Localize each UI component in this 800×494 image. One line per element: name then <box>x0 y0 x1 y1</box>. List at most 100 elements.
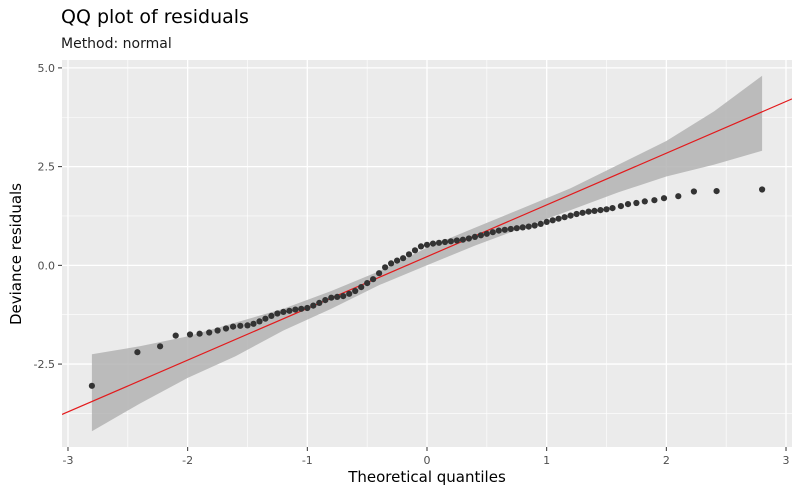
residual-point <box>250 320 257 327</box>
residual-point <box>388 260 395 267</box>
residual-point <box>429 240 437 247</box>
residual-point <box>591 207 598 214</box>
residual-point <box>340 293 347 300</box>
residual-point <box>411 247 419 254</box>
residual-point <box>609 205 616 212</box>
residual-points <box>88 186 766 389</box>
residual-point <box>322 297 329 304</box>
y-axis-ticks: -2.5 0.0 2.5 5.0 <box>34 62 62 371</box>
residual-point <box>370 276 377 283</box>
residual-point <box>244 322 251 329</box>
y-tick-label: 0.0 <box>38 259 56 272</box>
residual-point <box>364 280 371 287</box>
residual-point <box>328 294 335 301</box>
residual-point <box>471 233 478 240</box>
x-axis-ticks: -3 -2 -1 0 1 2 3 <box>62 447 790 467</box>
residual-point <box>579 209 586 216</box>
chart-subtitle: Method: normal <box>61 36 172 52</box>
residual-point <box>352 287 359 295</box>
x-tick-label: -2 <box>182 454 193 467</box>
residual-point <box>310 302 317 309</box>
confidence-band-layer <box>91 75 763 432</box>
residual-point <box>274 310 281 317</box>
residual-point <box>759 186 766 193</box>
residual-point <box>585 208 592 215</box>
residual-point <box>690 188 698 195</box>
residual-point <box>549 217 556 224</box>
residual-point <box>157 343 164 350</box>
residual-point <box>447 238 454 245</box>
residual-point <box>394 257 401 264</box>
x-tick-label: -1 <box>302 454 313 467</box>
residual-point <box>334 293 341 300</box>
residual-point <box>358 284 365 291</box>
residual-point <box>88 382 95 389</box>
residual-point <box>346 290 353 297</box>
residual-point <box>660 195 668 202</box>
residual-point <box>465 235 472 242</box>
residual-point <box>186 331 194 338</box>
residual-point <box>573 210 580 218</box>
residual-point <box>561 214 568 221</box>
residual-point <box>222 325 230 332</box>
residual-point <box>400 255 407 262</box>
residual-point <box>567 212 574 219</box>
residual-point <box>507 225 514 233</box>
residual-point <box>641 198 648 205</box>
residual-point <box>230 323 237 330</box>
residual-point <box>513 225 520 232</box>
y-tick-label: -2.5 <box>34 358 55 371</box>
reference-line <box>62 98 792 415</box>
x-tick-label: 3 <box>783 454 790 467</box>
residual-point <box>256 318 263 325</box>
residual-point <box>262 315 269 322</box>
residual-point <box>525 223 532 230</box>
residual-point <box>316 299 323 306</box>
residual-point <box>435 239 443 246</box>
x-tick-label: -3 <box>62 454 73 467</box>
residual-point <box>477 232 484 239</box>
residual-point <box>286 307 293 314</box>
residual-point <box>633 199 640 207</box>
residual-point <box>134 349 141 356</box>
residual-point <box>382 264 389 271</box>
residual-point <box>417 243 425 250</box>
residual-point <box>441 238 449 246</box>
residual-point <box>453 237 460 244</box>
y-tick-label: 2.5 <box>38 161 56 174</box>
chart-title: QQ plot of residuals <box>61 6 249 28</box>
confidence-band <box>91 75 763 432</box>
residual-point <box>459 236 466 243</box>
residual-point <box>214 327 221 334</box>
residual-point <box>376 270 383 277</box>
residual-point <box>501 226 508 233</box>
residual-point <box>196 330 203 337</box>
residual-point <box>537 220 544 227</box>
residual-point <box>495 227 502 234</box>
residual-point <box>423 241 431 248</box>
residual-point <box>304 304 311 312</box>
x-axis-title: Theoretical quantiles <box>347 468 506 486</box>
residual-point <box>624 201 632 208</box>
residual-point <box>280 308 287 315</box>
y-tick-label: 5.0 <box>38 62 56 75</box>
residual-point <box>206 329 213 336</box>
residual-point <box>651 197 658 204</box>
residual-point <box>172 332 179 339</box>
residual-point <box>292 306 299 313</box>
residual-point <box>543 218 550 225</box>
residual-point <box>603 206 610 213</box>
residual-point <box>597 207 604 214</box>
residual-point <box>405 251 413 258</box>
residual-point <box>483 230 490 237</box>
residual-point <box>713 188 720 195</box>
reference-line-layer <box>62 98 792 415</box>
residual-point <box>298 305 305 312</box>
x-tick-label: 0 <box>424 454 431 467</box>
residual-point <box>675 193 682 200</box>
x-tick-label: 2 <box>663 454 670 467</box>
residual-point <box>531 222 538 229</box>
y-axis-title: Deviance residuals <box>7 183 25 325</box>
residual-point <box>489 229 496 236</box>
